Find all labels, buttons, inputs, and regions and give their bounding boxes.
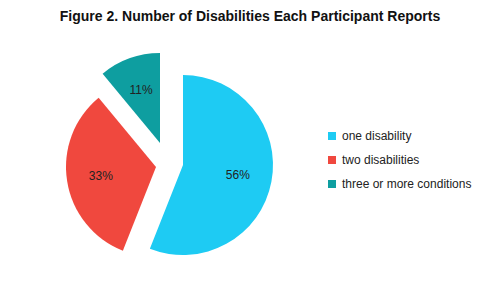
html-text:one disability: one disability bbox=[342, 129, 412, 143]
svg-text:56%: 56% bbox=[226, 168, 250, 182]
svg-text:33%: 33% bbox=[89, 169, 113, 183]
html-text:three or more conditions: three or more conditions bbox=[342, 177, 472, 191]
html-text:two disabilities: two disabilities bbox=[342, 153, 420, 167]
svg-text:11%: 11% bbox=[130, 83, 153, 97]
html-text:Figure 2. Number of Disabiliti: Figure 2. Number of Disabilities Each Pa… bbox=[59, 8, 441, 24]
